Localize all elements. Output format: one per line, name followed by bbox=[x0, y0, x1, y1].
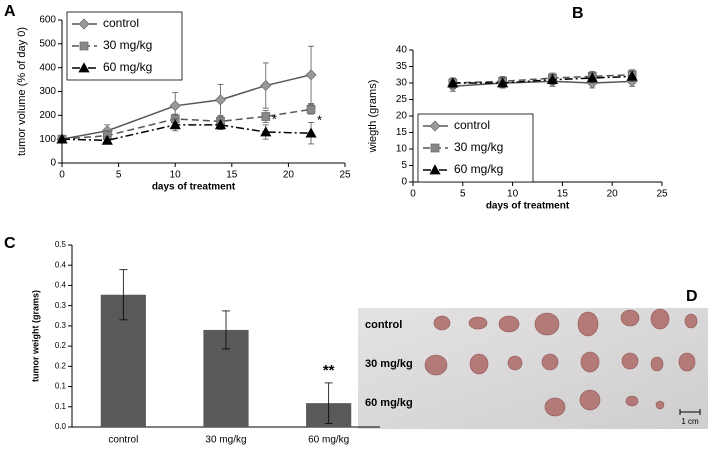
x-tick-label: 5 bbox=[116, 170, 122, 181]
y-tick-label: 0.5 bbox=[55, 240, 67, 249]
y-tick-label: 0 bbox=[50, 158, 56, 169]
photo: control 30 mg/kg 60 mg/kg 1 cm bbox=[358, 308, 708, 429]
y-tick-label: 40 bbox=[396, 45, 408, 56]
panel-label: A bbox=[4, 3, 16, 20]
y-tick-label: 0.4 bbox=[55, 281, 67, 290]
x-tick-label: 10 bbox=[170, 170, 182, 181]
series-line bbox=[61, 108, 312, 140]
y-axis-title: tumor volume (% of day 0) bbox=[16, 27, 28, 156]
y-tick-label: 20 bbox=[396, 111, 408, 122]
x-tick-label: 20 bbox=[607, 189, 619, 200]
point bbox=[546, 73, 559, 85]
point bbox=[169, 119, 181, 130]
y-tick-label: 0.3 bbox=[55, 321, 67, 330]
y-tick-label: 15 bbox=[396, 127, 408, 138]
legend-marker bbox=[79, 41, 89, 51]
legend-label: control bbox=[103, 16, 139, 30]
y-tick-label: 0.2 bbox=[55, 361, 67, 370]
row-label: 60 mg/kg bbox=[365, 397, 413, 409]
legend-marker bbox=[430, 143, 440, 153]
legend-marker bbox=[429, 164, 441, 175]
y-tick-label: 600 bbox=[39, 15, 56, 26]
x-tick-label: 10 bbox=[507, 189, 519, 200]
y-tick-label: 0 bbox=[401, 177, 407, 188]
y-tick-label: 30 bbox=[396, 78, 408, 89]
y-tick-label: 0.3 bbox=[55, 301, 67, 310]
panel-label: D bbox=[686, 288, 698, 305]
y-tick-label: 0.2 bbox=[55, 341, 67, 350]
point bbox=[305, 69, 317, 81]
x-tick-label: 15 bbox=[226, 170, 238, 181]
point bbox=[101, 134, 113, 145]
point bbox=[261, 112, 271, 121]
x-tick-label: 60 mg/kg bbox=[308, 435, 349, 446]
y-tick-label: 0.4 bbox=[55, 260, 67, 269]
x-tick-label: 0 bbox=[410, 189, 416, 200]
point bbox=[626, 70, 638, 81]
legend-marker bbox=[429, 120, 441, 132]
x-tick-label: control bbox=[108, 435, 138, 446]
y-tick-label: 35 bbox=[396, 61, 408, 72]
point bbox=[306, 105, 316, 114]
point bbox=[586, 72, 598, 83]
x-tick-label: 25 bbox=[339, 170, 351, 181]
annotation: * bbox=[272, 111, 277, 126]
point bbox=[447, 77, 459, 88]
y-tick-label: 200 bbox=[39, 110, 56, 121]
x-axis-title: days of treatment bbox=[152, 182, 236, 193]
panel-label: B bbox=[572, 5, 584, 22]
x-tick-label: 30 mg/kg bbox=[205, 435, 246, 446]
y-tick-label: 500 bbox=[39, 38, 56, 49]
annotation: ** bbox=[323, 362, 335, 379]
panel-label: C bbox=[4, 235, 16, 252]
point bbox=[260, 80, 272, 92]
scale-label: 1 cm bbox=[681, 417, 699, 426]
x-tick-label: 5 bbox=[460, 189, 466, 200]
legend-marker bbox=[78, 18, 90, 30]
point bbox=[56, 133, 68, 144]
legend-label: 60 mg/kg bbox=[454, 162, 503, 176]
y-tick-label: 100 bbox=[39, 134, 56, 145]
y-tick-label: 10 bbox=[396, 144, 408, 155]
x-tick-label: 0 bbox=[59, 170, 65, 181]
row-label: control bbox=[365, 319, 402, 331]
y-axis-title: tumor weight (grams) bbox=[30, 290, 40, 382]
point bbox=[214, 119, 227, 130]
y-axis-title: wiegth (grams) bbox=[367, 80, 379, 154]
series-line bbox=[61, 124, 312, 142]
point bbox=[497, 77, 509, 88]
point bbox=[260, 126, 272, 137]
tumors bbox=[424, 308, 698, 417]
y-tick-label: 0.0 bbox=[55, 422, 67, 431]
point bbox=[214, 94, 226, 106]
point bbox=[169, 100, 181, 112]
annotation: * bbox=[317, 113, 322, 128]
x-tick-label: 15 bbox=[557, 189, 569, 200]
series-line bbox=[61, 74, 312, 140]
y-tick-label: 300 bbox=[39, 86, 56, 97]
legend-label: control bbox=[454, 118, 490, 132]
x-axis-title: days of treatment bbox=[486, 201, 570, 212]
x-tick-label: 20 bbox=[283, 170, 295, 181]
legend-label: 30 mg/kg bbox=[103, 38, 152, 52]
point bbox=[305, 127, 317, 138]
legend-label: 60 mg/kg bbox=[103, 60, 152, 74]
legend-marker bbox=[78, 62, 90, 73]
y-tick-label: 25 bbox=[396, 94, 408, 105]
y-tick-label: 0.1 bbox=[55, 382, 67, 391]
photo-background bbox=[358, 308, 708, 429]
legend-label: 30 mg/kg bbox=[454, 140, 503, 154]
y-tick-label: 400 bbox=[39, 62, 56, 73]
y-tick-label: 5 bbox=[401, 160, 407, 171]
y-tick-label: 0.1 bbox=[55, 402, 67, 411]
x-tick-label: 25 bbox=[656, 189, 668, 200]
row-label: 30 mg/kg bbox=[365, 358, 413, 370]
